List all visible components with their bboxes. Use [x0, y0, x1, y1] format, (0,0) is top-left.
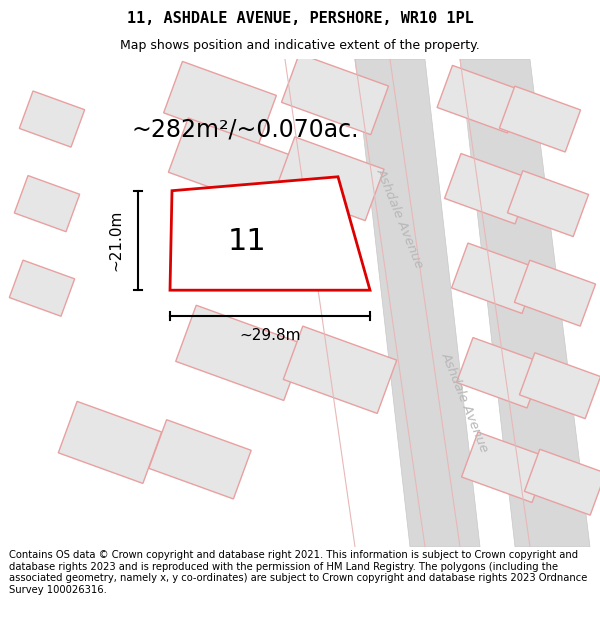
Polygon shape — [452, 243, 538, 314]
Polygon shape — [164, 61, 277, 147]
Polygon shape — [281, 54, 389, 134]
Text: Map shows position and indicative extent of the property.: Map shows position and indicative extent… — [120, 39, 480, 52]
Polygon shape — [457, 338, 544, 408]
Polygon shape — [445, 154, 532, 224]
Polygon shape — [149, 420, 251, 499]
Polygon shape — [10, 260, 74, 316]
Polygon shape — [461, 432, 548, 502]
Text: Ashdale Avenue: Ashdale Avenue — [374, 167, 426, 271]
Polygon shape — [437, 66, 523, 133]
Text: ~21.0m: ~21.0m — [109, 210, 124, 271]
Polygon shape — [169, 118, 292, 209]
Polygon shape — [520, 352, 600, 419]
Polygon shape — [460, 59, 590, 547]
Polygon shape — [499, 86, 581, 152]
Polygon shape — [19, 91, 85, 147]
Polygon shape — [176, 305, 304, 401]
Polygon shape — [14, 176, 80, 232]
Polygon shape — [355, 59, 480, 547]
Text: Ashdale Avenue: Ashdale Avenue — [439, 351, 491, 454]
Polygon shape — [283, 326, 397, 414]
Text: ~29.8m: ~29.8m — [239, 329, 301, 344]
Polygon shape — [276, 137, 384, 221]
Polygon shape — [170, 177, 370, 290]
Text: ~282m²/~0.070ac.: ~282m²/~0.070ac. — [131, 117, 359, 141]
Text: 11, ASHDALE AVENUE, PERSHORE, WR10 1PL: 11, ASHDALE AVENUE, PERSHORE, WR10 1PL — [127, 11, 473, 26]
Text: Contains OS data © Crown copyright and database right 2021. This information is : Contains OS data © Crown copyright and d… — [9, 550, 587, 595]
Polygon shape — [508, 171, 589, 237]
Polygon shape — [524, 449, 600, 515]
Polygon shape — [514, 260, 596, 326]
Text: 11: 11 — [228, 228, 267, 256]
Polygon shape — [58, 401, 161, 483]
